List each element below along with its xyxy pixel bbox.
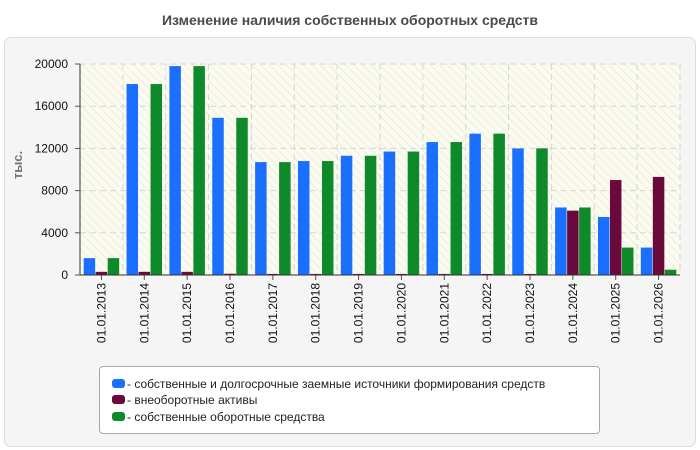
legend-label-sources: - собственные и долгосрочные заемные ист… (127, 377, 546, 391)
bar (340, 155, 353, 275)
chart-legend: - собственные и долгосрочные заемные ист… (99, 366, 600, 434)
bar (321, 161, 334, 275)
y-tick-label: 0 (61, 268, 68, 282)
bar (512, 148, 524, 275)
bar (267, 273, 279, 275)
x-tick-label: 01.01.2023 (523, 283, 537, 343)
bar (597, 216, 610, 275)
bar (236, 117, 248, 276)
bar (579, 207, 591, 275)
legend-item-noncurrent: - внеоборотные активы (112, 392, 257, 408)
bar (664, 269, 677, 275)
bar (126, 84, 139, 275)
bar (255, 162, 267, 275)
bar (469, 133, 481, 275)
legend-item-working-capital: - собственные оборотные средства (112, 409, 325, 425)
bar (352, 273, 365, 275)
x-tick-label: 01.01.2020 (394, 283, 408, 343)
bar (426, 142, 439, 275)
x-tick-label: 01.01.2015 (180, 283, 194, 343)
bar (481, 273, 493, 275)
bar (493, 133, 505, 275)
bar (438, 273, 451, 275)
y-tick-label: 8000 (41, 184, 68, 198)
legend-item-sources: - собственные и долгосрочные заемные ист… (112, 376, 545, 392)
bar (181, 271, 193, 275)
y-tick-label: 4000 (41, 226, 68, 240)
y-tick-label: 12000 (35, 141, 69, 155)
legend-swatch-sources (112, 379, 125, 388)
chart-title: Изменение наличия собственных оборотных … (161, 12, 539, 28)
bar (279, 162, 291, 275)
bar (169, 66, 181, 275)
bar (395, 273, 408, 275)
x-tick-label: 01.01.2025 (609, 283, 623, 343)
bar (95, 271, 108, 275)
legend-swatch-working-capital (112, 412, 125, 421)
bar (640, 247, 653, 275)
x-tick-label: 01.01.2019 (352, 283, 366, 343)
bar (193, 66, 205, 275)
bar (383, 151, 396, 275)
y-tick-labels: 0 4000 8000 12000 16000 20000 (35, 57, 69, 282)
x-tick-label: 01.01.2016 (223, 283, 237, 343)
x-tick-label: 01.01.2017 (266, 283, 280, 343)
legend-label-noncurrent: - внеоборотные активы (127, 393, 258, 407)
bar (407, 151, 420, 275)
bar (652, 176, 665, 275)
legend-swatch-noncurrent (112, 395, 125, 404)
x-tick-label: 01.01.2018 (309, 283, 323, 343)
bar (83, 258, 96, 275)
bar (567, 210, 579, 275)
legend-label-working-capital: - собственные оборотные средства (127, 410, 325, 424)
x-tick-label: 01.01.2013 (94, 283, 108, 343)
x-tick-label: 01.01.2022 (480, 283, 494, 343)
bar (297, 161, 310, 275)
bar (224, 273, 236, 275)
bar (621, 247, 634, 275)
y-tick-label: 16000 (35, 99, 69, 113)
bar (536, 148, 548, 275)
y-tick-label: 20000 (35, 57, 69, 71)
y-axis-label: тыс. (10, 151, 25, 179)
bar (450, 142, 463, 275)
bar (555, 207, 567, 275)
x-tick-label: 01.01.2024 (566, 283, 580, 343)
bar (309, 273, 322, 275)
bars (83, 66, 677, 276)
x-tick-label: 01.01.2026 (652, 283, 666, 343)
bar (609, 180, 622, 275)
bar (107, 258, 120, 275)
bar (150, 84, 163, 275)
axes (75, 63, 680, 280)
x-tick-labels: 01.01.2013 01.01.2014 01.01.2015 01.01.2016… (94, 283, 665, 343)
bar (364, 155, 377, 275)
x-tick-label: 01.01.2021 (437, 283, 451, 343)
bar (524, 273, 536, 275)
bar (212, 117, 224, 276)
bar (138, 271, 151, 275)
x-tick-label: 01.01.2014 (137, 283, 151, 343)
